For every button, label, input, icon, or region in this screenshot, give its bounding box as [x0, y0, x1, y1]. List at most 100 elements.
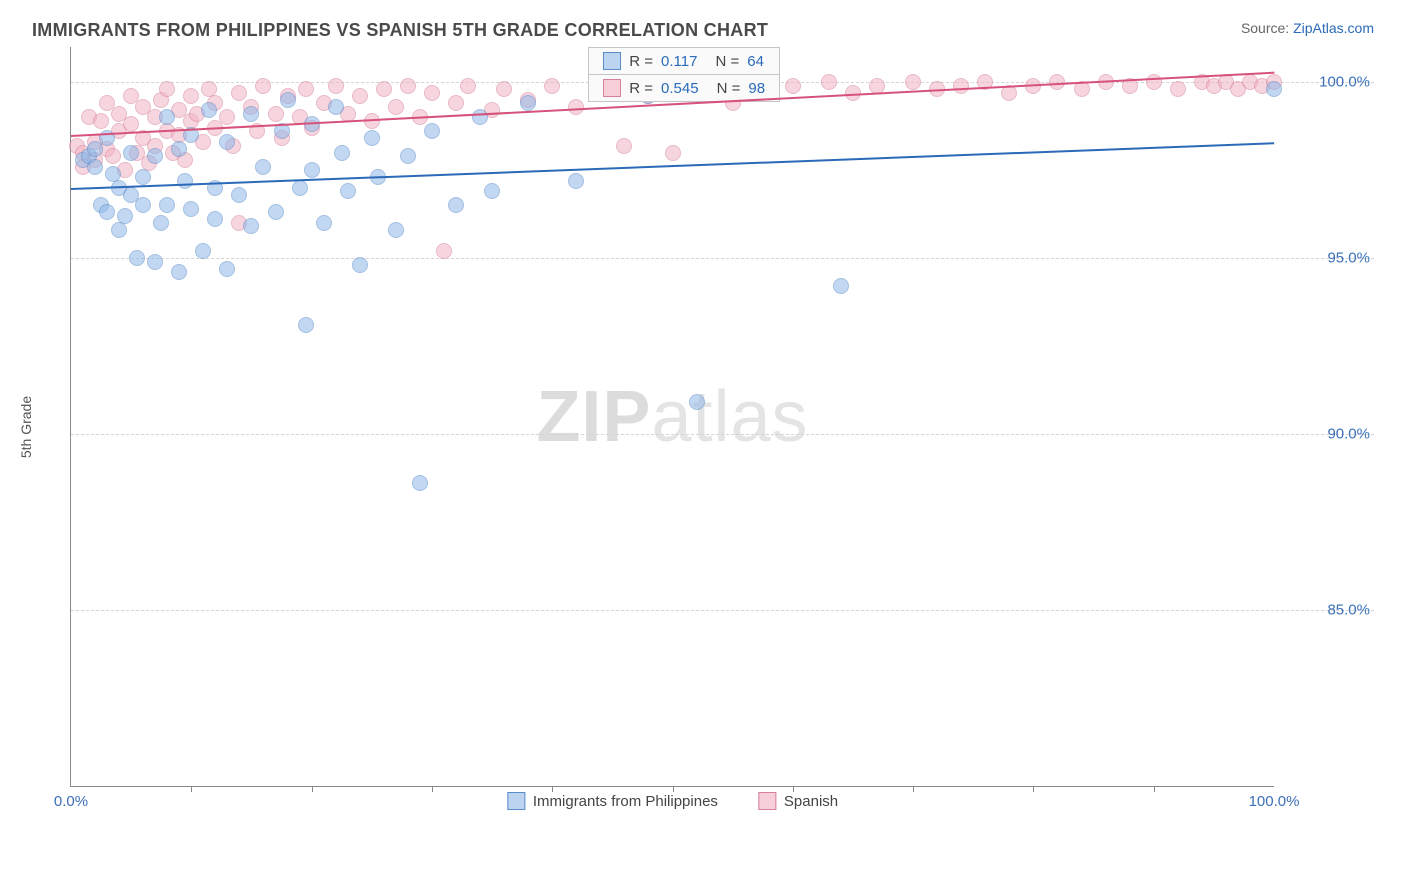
y-tick-label: 85.0%: [1280, 602, 1370, 619]
scatter-point-spanish: [953, 78, 969, 94]
scatter-point-philippines: [334, 145, 350, 161]
watermark-atlas: atlas: [651, 377, 808, 457]
y-tick-label: 100.0%: [1280, 74, 1370, 91]
y-tick-label: 95.0%: [1280, 250, 1370, 267]
scatter-point-philippines: [1266, 81, 1282, 97]
scatter-point-philippines: [99, 204, 115, 220]
gridline: [71, 258, 1374, 259]
y-axis-label: 5th Grade: [18, 396, 34, 458]
scatter-point-spanish: [388, 99, 404, 115]
scatter-point-spanish: [328, 78, 344, 94]
scatter-point-spanish: [123, 116, 139, 132]
scatter-point-spanish: [376, 81, 392, 97]
x-tick-label: 0.0%: [54, 793, 88, 810]
scatter-point-spanish: [352, 88, 368, 104]
source-prefix: Source:: [1241, 20, 1293, 36]
scatter-point-spanish: [93, 113, 109, 129]
scatter-point-philippines: [135, 197, 151, 213]
gridline: [71, 434, 1374, 435]
x-tick-mark: [312, 786, 313, 792]
scatter-point-spanish: [821, 74, 837, 90]
scatter-point-philippines: [388, 222, 404, 238]
scatter-point-philippines: [352, 257, 368, 273]
x-tick-mark: [432, 786, 433, 792]
correlation-legend-row: R =0.117N =64: [589, 48, 779, 75]
source-link[interactable]: ZipAtlas.com: [1293, 20, 1374, 36]
x-tick-mark: [913, 786, 914, 792]
scatter-point-philippines: [412, 475, 428, 491]
scatter-point-spanish: [105, 148, 121, 164]
legend-n-value: 64: [747, 53, 764, 70]
scatter-point-spanish: [231, 85, 247, 101]
scatter-point-philippines: [833, 278, 849, 294]
scatter-point-philippines: [400, 148, 416, 164]
correlation-legend: R =0.117N =64R =0.545N =98: [588, 47, 780, 102]
scatter-point-spanish: [268, 106, 284, 122]
correlation-legend-row: R =0.545N =98: [589, 75, 779, 101]
scatter-point-philippines: [568, 173, 584, 189]
watermark-zip: ZIP: [536, 377, 651, 457]
scatter-point-philippines: [153, 215, 169, 231]
scatter-point-philippines: [159, 109, 175, 125]
plot-region: ZIPatlas 100.0%95.0%90.0%85.0%0.0%100.0%…: [70, 47, 1274, 787]
scatter-point-spanish: [665, 145, 681, 161]
scatter-point-philippines: [472, 109, 488, 125]
scatter-point-philippines: [219, 134, 235, 150]
scatter-point-spanish: [496, 81, 512, 97]
scatter-point-philippines: [219, 261, 235, 277]
scatter-point-philippines: [183, 201, 199, 217]
series-legend-item: Immigrants from Philippines: [507, 792, 718, 810]
scatter-point-philippines: [231, 187, 247, 203]
scatter-point-spanish: [785, 78, 801, 94]
scatter-point-philippines: [268, 204, 284, 220]
legend-swatch: [507, 792, 525, 810]
scatter-point-philippines: [171, 264, 187, 280]
scatter-point-philippines: [111, 222, 127, 238]
scatter-point-spanish: [568, 99, 584, 115]
scatter-point-philippines: [484, 183, 500, 199]
source-attribution: Source: ZipAtlas.com: [1241, 20, 1374, 36]
scatter-point-philippines: [123, 145, 139, 161]
x-tick-mark: [1033, 786, 1034, 792]
scatter-point-philippines: [171, 141, 187, 157]
scatter-point-philippines: [147, 148, 163, 164]
scatter-point-philippines: [424, 123, 440, 139]
scatter-point-philippines: [448, 197, 464, 213]
scatter-point-spanish: [159, 81, 175, 97]
chart-area: 5th Grade ZIPatlas 100.0%95.0%90.0%85.0%…: [70, 47, 1374, 807]
legend-swatch: [603, 52, 621, 70]
scatter-point-philippines: [129, 250, 145, 266]
scatter-point-spanish: [298, 81, 314, 97]
chart-title: IMMIGRANTS FROM PHILIPPINES VS SPANISH 5…: [32, 20, 768, 41]
scatter-point-spanish: [400, 78, 416, 94]
scatter-point-philippines: [520, 95, 536, 111]
legend-n-value: 98: [748, 80, 765, 97]
legend-r-value: 0.117: [661, 53, 697, 70]
scatter-point-philippines: [195, 243, 211, 259]
series-legend-item: Spanish: [758, 792, 838, 810]
scatter-point-philippines: [364, 130, 380, 146]
legend-r-label: R =: [629, 53, 653, 70]
scatter-point-philippines: [159, 197, 175, 213]
scatter-point-philippines: [255, 159, 271, 175]
scatter-point-philippines: [117, 208, 133, 224]
scatter-point-philippines: [280, 92, 296, 108]
scatter-point-spanish: [424, 85, 440, 101]
scatter-point-philippines: [689, 394, 705, 410]
scatter-point-spanish: [219, 109, 235, 125]
series-legend: Immigrants from Philippines Spanish: [507, 792, 838, 810]
x-tick-label: 100.0%: [1249, 793, 1300, 810]
scatter-point-spanish: [255, 78, 271, 94]
legend-r-label: R =: [629, 80, 653, 97]
x-tick-mark: [1154, 786, 1155, 792]
scatter-point-spanish: [436, 243, 452, 259]
scatter-point-philippines: [328, 99, 344, 115]
scatter-point-philippines: [201, 102, 217, 118]
series-legend-label: Immigrants from Philippines: [533, 793, 718, 810]
scatter-point-spanish: [1146, 74, 1162, 90]
scatter-point-philippines: [87, 159, 103, 175]
scatter-point-spanish: [1170, 81, 1186, 97]
scatter-point-spanish: [460, 78, 476, 94]
scatter-point-spanish: [616, 138, 632, 154]
gridline: [71, 610, 1374, 611]
